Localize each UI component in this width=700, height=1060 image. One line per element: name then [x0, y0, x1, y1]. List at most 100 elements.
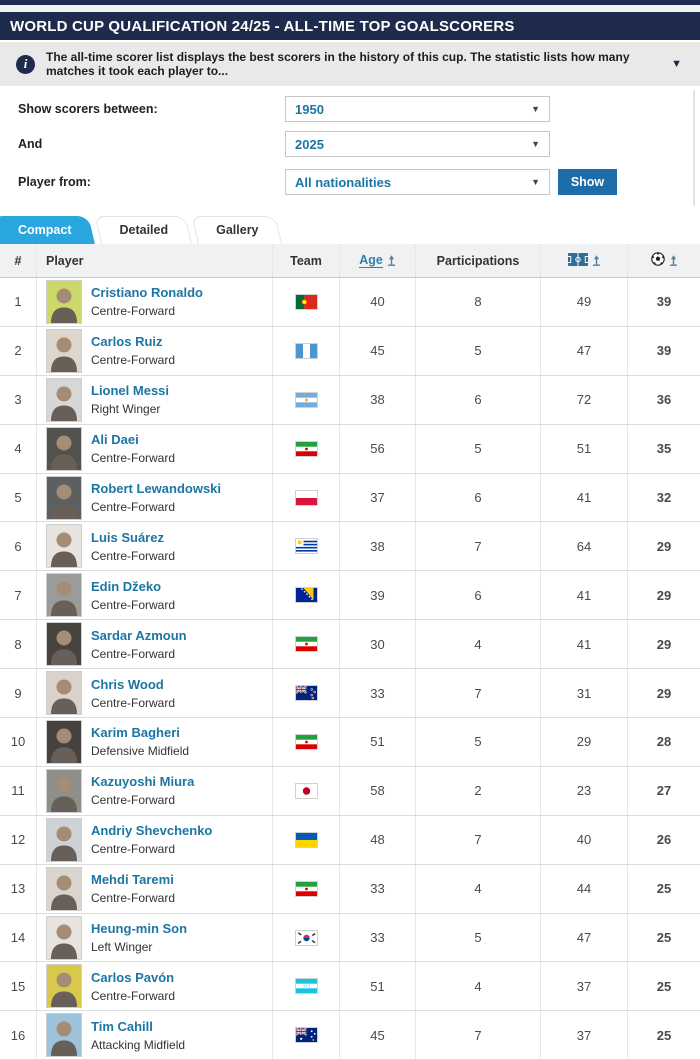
- participations-cell: 2: [415, 766, 540, 815]
- player-name-link[interactable]: Chris Wood: [91, 676, 164, 692]
- participations-cell: 6: [415, 473, 540, 522]
- rank-cell: 11: [11, 783, 25, 799]
- matches-cell: 41: [540, 473, 627, 522]
- player-name-link[interactable]: Edin Džeko: [91, 578, 162, 594]
- tab-gallery[interactable]: Gallery: [191, 216, 283, 244]
- participations-cell: 4: [415, 864, 540, 913]
- tab-compact[interactable]: Compact: [0, 216, 96, 244]
- age-cell: 48: [339, 815, 415, 864]
- year-from-value: 1950: [295, 101, 324, 117]
- player-name-link[interactable]: Andriy Shevchenko: [91, 823, 213, 839]
- player-photo[interactable]: [46, 915, 82, 960]
- rank-cell: 12: [10, 832, 26, 848]
- age-cell: 33: [339, 864, 415, 913]
- player-photo[interactable]: [46, 866, 82, 911]
- rank-cell: 15: [10, 978, 26, 994]
- goals-cell: 35: [627, 424, 700, 473]
- goals-cell: 28: [627, 718, 700, 766]
- rank-cell: 10: [10, 734, 26, 750]
- flag-icon-honduras: [295, 979, 317, 994]
- player-name-link[interactable]: Cristiano Ronaldo: [91, 285, 203, 301]
- team-cell: [272, 766, 339, 815]
- matches-cell: 23: [540, 766, 627, 815]
- player-position: Left Winger: [91, 940, 153, 955]
- player-photo[interactable]: [46, 377, 82, 422]
- player-name-link[interactable]: Heung-min Son: [91, 921, 188, 937]
- table-row: 2 Carlos Ruiz Centre-Forward 45 5 47 39: [0, 326, 700, 376]
- player-photo[interactable]: [46, 719, 82, 764]
- col-rank: #: [14, 253, 22, 268]
- team-cell: [272, 669, 339, 718]
- player-photo[interactable]: [46, 475, 82, 520]
- chevron-down-icon[interactable]: ▼: [671, 58, 682, 70]
- age-cell: 33: [339, 669, 415, 718]
- player-name-link[interactable]: Karim Bagheri: [91, 725, 180, 741]
- player-name-link[interactable]: Ali Daei: [91, 432, 139, 448]
- player-photo[interactable]: [46, 524, 82, 569]
- matches-cell: 41: [540, 620, 627, 669]
- player-photo[interactable]: [46, 1013, 82, 1058]
- player-name-link[interactable]: Carlos Ruiz: [91, 334, 163, 350]
- age-cell: 45: [339, 1011, 415, 1060]
- player-name-link[interactable]: Robert Lewandowski: [91, 481, 222, 496]
- nationality-select[interactable]: All nationalities ▼: [285, 169, 550, 195]
- age-cell: 45: [339, 326, 415, 375]
- player-position: Right Winger: [91, 402, 161, 417]
- player-from-label: Player from:: [18, 175, 91, 189]
- table-row: 5 Robert Lewandowski Centre-Forward 37 6 41 32: [0, 473, 700, 523]
- col-matches-sort[interactable]: [540, 244, 627, 277]
- player-position: Centre-Forward: [91, 646, 176, 661]
- player-photo[interactable]: [46, 328, 82, 373]
- year-from-select[interactable]: 1950 ▼: [285, 96, 550, 122]
- matches-cell: 31: [540, 669, 627, 718]
- rank-cell: 3: [14, 392, 22, 408]
- participations-cell: 8: [415, 278, 540, 326]
- tab-detailed[interactable]: Detailed: [95, 216, 193, 244]
- col-player: Player: [36, 244, 272, 277]
- player-photo[interactable]: [46, 426, 82, 471]
- player-name-link[interactable]: Carlos Pavón: [91, 969, 175, 985]
- participations-cell: 7: [415, 815, 540, 864]
- player-photo[interactable]: [46, 768, 82, 813]
- rank-cell: 4: [14, 441, 22, 457]
- player-position: Centre-Forward: [91, 842, 176, 857]
- player-name-link[interactable]: Sardar Azmoun: [91, 627, 187, 643]
- rank-cell: 2: [14, 343, 22, 359]
- player-photo[interactable]: [46, 817, 82, 862]
- player-position: Centre-Forward: [91, 891, 176, 906]
- team-cell: [272, 326, 339, 375]
- player-cell: Carlos Pavón Centre-Forward: [36, 962, 272, 1011]
- player-position: Centre-Forward: [91, 695, 176, 710]
- player-photo[interactable]: [46, 622, 82, 667]
- team-cell: [272, 718, 339, 766]
- player-name-link[interactable]: Tim Cahill: [91, 1018, 153, 1034]
- flag-icon-japan: [295, 783, 317, 798]
- player-name-link[interactable]: Luis Suárez: [91, 529, 164, 545]
- player-photo[interactable]: [46, 573, 82, 618]
- table-row: 4 Ali Daei Centre-Forward 56 5 51 35: [0, 424, 700, 474]
- matches-cell: 37: [540, 1011, 627, 1060]
- col-goals-sort[interactable]: [627, 244, 700, 277]
- rank-cell: 1: [14, 294, 22, 310]
- rank-cell: 6: [14, 538, 22, 554]
- player-photo[interactable]: [46, 964, 82, 1009]
- goals-cell: 39: [627, 278, 700, 326]
- show-button[interactable]: Show: [558, 169, 617, 195]
- player-cell: Carlos Ruiz Centre-Forward: [36, 326, 272, 375]
- year-to-select[interactable]: 2025 ▼: [285, 131, 550, 157]
- flag-icon-australia: [295, 1027, 317, 1043]
- player-name-link[interactable]: Mehdi Taremi: [91, 872, 174, 888]
- col-age-sort[interactable]: Age: [339, 244, 415, 277]
- team-cell: [272, 522, 339, 571]
- player-name-link[interactable]: Kazuyoshi Miura: [91, 774, 195, 790]
- goals-cell: 25: [627, 913, 700, 962]
- age-cell: 38: [339, 522, 415, 571]
- age-cell: 38: [339, 375, 415, 424]
- player-photo[interactable]: [46, 671, 82, 716]
- player-name-link[interactable]: Lionel Messi: [91, 383, 170, 399]
- player-photo[interactable]: [46, 279, 82, 324]
- age-cell: 58: [339, 766, 415, 815]
- goals-cell: 29: [627, 522, 700, 571]
- and-label: And: [18, 137, 43, 151]
- player-cell: Karim Bagheri Defensive Midfield: [36, 718, 272, 766]
